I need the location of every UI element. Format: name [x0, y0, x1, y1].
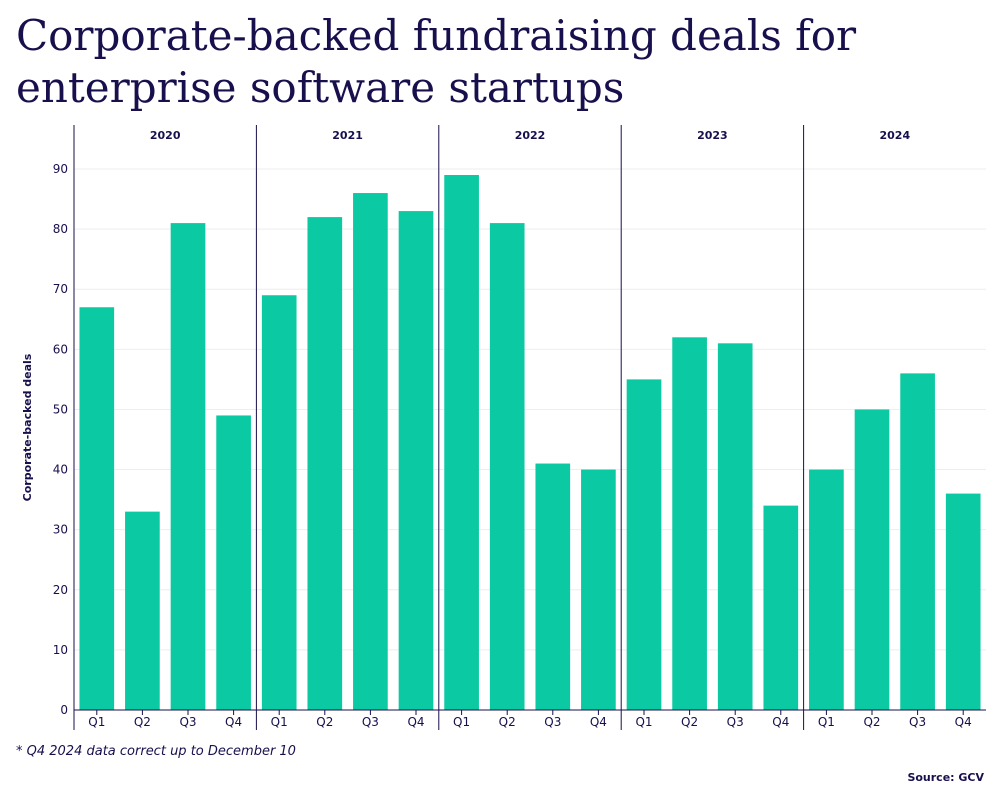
x-tick-label: Q3 [727, 715, 744, 729]
bar-2022-q2 [489, 223, 525, 710]
x-tick-label: Q2 [681, 715, 698, 729]
bar-2024-q4 [945, 493, 981, 710]
x-tick-label: Q2 [134, 715, 151, 729]
panel-year-label: 2024 [879, 129, 910, 142]
source-label: Source: GCV [907, 771, 984, 784]
bar-2020-q4 [216, 415, 251, 710]
bar-2022-q4 [581, 469, 616, 710]
y-tick-label: 0 [60, 703, 68, 717]
bar-2020-q2 [125, 511, 160, 710]
panel-year-label: 2021 [332, 129, 363, 142]
y-tick-label: 10 [53, 643, 68, 657]
footnote: * Q4 2024 data correct up to December 10 [16, 744, 296, 759]
bar-2023-q2 [672, 337, 707, 710]
bar-2021-q4 [398, 211, 434, 711]
bar-2020-q3 [170, 223, 206, 710]
y-axis-label: Corporate-backed deals [21, 353, 34, 501]
bar-2020-q1 [79, 307, 115, 710]
bar-2022-q1 [444, 175, 479, 710]
y-tick-label: 50 [53, 402, 68, 416]
bar-2021-q3 [353, 193, 388, 711]
y-tick-label: 30 [53, 523, 68, 537]
x-tick-label: Q1 [818, 715, 835, 729]
bar-2021-q1 [261, 295, 297, 710]
x-tick-label: Q4 [772, 715, 789, 729]
chart-title: Corporate-backed fundraising deals for e… [16, 11, 857, 112]
x-tick-label: Q2 [316, 715, 333, 729]
x-tick-label: Q4 [590, 715, 607, 729]
x-tick-label: Q4 [955, 715, 972, 729]
y-tick-label: 60 [53, 342, 68, 356]
x-tick-label: Q4 [407, 715, 424, 729]
bar-2021-q2 [307, 217, 343, 711]
y-tick-label: 90 [53, 162, 68, 176]
bar-2024-q1 [809, 469, 844, 710]
x-tick-label: Q2 [863, 715, 880, 729]
bar-2024-q2 [854, 409, 890, 710]
x-tick-label: Q1 [88, 715, 105, 729]
panel-year-label: 2020 [150, 129, 181, 142]
y-tick-label: 40 [53, 463, 68, 477]
bar-2023-q4 [763, 505, 799, 710]
x-tick-label: Q2 [499, 715, 516, 729]
bar-2024-q3 [900, 373, 935, 710]
bar-2023-q3 [717, 343, 753, 710]
x-tick-label: Q1 [271, 715, 288, 729]
x-tick-label: Q3 [179, 715, 196, 729]
panel-year-label: 2023 [697, 129, 728, 142]
bar-2022-q3 [535, 463, 571, 710]
y-tick-label: 20 [53, 583, 68, 597]
x-tick-label: Q1 [453, 715, 470, 729]
bar-2023-q1 [626, 379, 662, 710]
x-tick-label: Q4 [225, 715, 242, 729]
x-tick-label: Q1 [635, 715, 652, 729]
x-tick-label: Q3 [362, 715, 379, 729]
x-tick-label: Q3 [544, 715, 561, 729]
panel-year-label: 2022 [515, 129, 546, 142]
y-tick-label: 80 [53, 222, 68, 236]
x-tick-label: Q3 [909, 715, 926, 729]
y-tick-label: 70 [53, 282, 68, 296]
